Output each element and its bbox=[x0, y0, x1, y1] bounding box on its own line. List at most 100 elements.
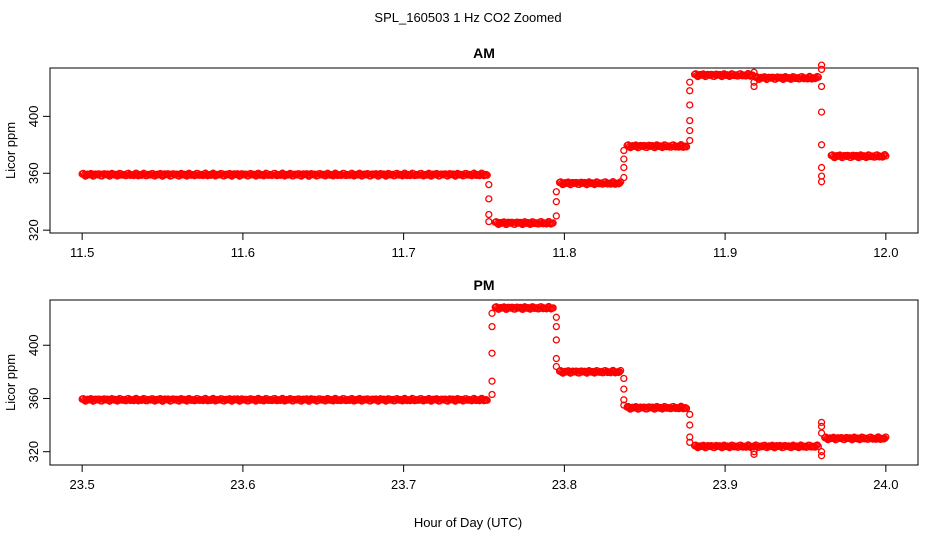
transition-point bbox=[686, 78, 694, 86]
transition-point bbox=[817, 108, 826, 116]
transition-point bbox=[817, 163, 826, 172]
x-tick-label: 11.6 bbox=[231, 245, 255, 260]
transition-point bbox=[620, 401, 628, 409]
transition-point bbox=[620, 374, 628, 383]
transition-point bbox=[686, 136, 694, 145]
x-tick-label: 11.8 bbox=[552, 245, 576, 260]
transition-point bbox=[817, 422, 826, 431]
transition-point bbox=[686, 116, 694, 125]
transition-point bbox=[552, 212, 560, 220]
transition-point bbox=[552, 313, 560, 321]
data-point bbox=[881, 434, 889, 443]
transition-point bbox=[817, 82, 826, 91]
transition-point bbox=[750, 450, 758, 459]
figure-title: SPL_160503 1 Hz CO2 Zoomed bbox=[374, 10, 561, 25]
data-point bbox=[811, 443, 819, 451]
transition-point bbox=[750, 78, 758, 86]
x-tick-label: 11.9 bbox=[713, 245, 737, 260]
transition-point bbox=[817, 141, 826, 149]
transition-point bbox=[488, 377, 496, 385]
x-tick-label: 24.0 bbox=[873, 477, 898, 492]
transition-point bbox=[620, 173, 628, 182]
transition-point bbox=[620, 385, 628, 393]
transition-point bbox=[817, 429, 826, 437]
data-point bbox=[882, 152, 890, 160]
panel-title: AM bbox=[473, 45, 495, 61]
y-tick-label: 320 bbox=[26, 441, 41, 463]
transition-point bbox=[817, 61, 826, 69]
data-point bbox=[814, 442, 822, 451]
transition-point bbox=[686, 433, 694, 441]
x-tick-label: 23.7 bbox=[391, 477, 416, 492]
panel-am: AM Licor ppm 11.5 11.6 11.7 11.8 11.9 12.0 320 36… bbox=[3, 45, 919, 260]
transition-point bbox=[485, 195, 493, 203]
transition-point bbox=[552, 354, 560, 363]
transition-point bbox=[552, 362, 560, 371]
data-point bbox=[881, 150, 889, 159]
x-tick-label: 11.7 bbox=[391, 245, 415, 260]
figure-x-axis-label: Hour of Day (UTC) bbox=[414, 515, 522, 530]
plot-frame bbox=[49, 299, 919, 466]
transition-point bbox=[620, 163, 628, 172]
transition-point bbox=[485, 180, 493, 189]
transition-point bbox=[686, 126, 694, 135]
transition-point bbox=[620, 146, 628, 155]
transition-point bbox=[817, 178, 826, 186]
transition-point bbox=[817, 448, 826, 456]
transition-point bbox=[488, 349, 496, 357]
x-tick-label: 23.5 bbox=[69, 477, 94, 492]
data-points bbox=[78, 302, 890, 460]
data-point bbox=[615, 368, 624, 376]
transition-point bbox=[817, 65, 826, 74]
transition-point bbox=[750, 68, 758, 76]
transition-point bbox=[552, 198, 560, 206]
data-point bbox=[616, 366, 625, 375]
data-point bbox=[615, 179, 624, 187]
panel-pm: PM Licor ppm 23.5 23.6 23.7 23.8 23.9 24.0 320 36… bbox=[3, 277, 919, 492]
transition-point bbox=[750, 448, 758, 456]
y-tick-label: 400 bbox=[26, 334, 41, 356]
transition-point bbox=[686, 87, 694, 95]
data-point bbox=[882, 433, 890, 441]
transition-point bbox=[485, 210, 493, 219]
transition-point bbox=[686, 438, 694, 447]
transition-point bbox=[817, 418, 826, 427]
transition-point bbox=[488, 322, 496, 331]
data-point bbox=[682, 143, 691, 151]
data-point bbox=[549, 219, 557, 227]
data-point bbox=[483, 171, 491, 179]
y-axis-label: Licor ppm bbox=[3, 122, 18, 179]
transition-point bbox=[620, 396, 628, 404]
transition-point bbox=[750, 82, 758, 91]
transition-point bbox=[686, 410, 694, 419]
y-tick-label: 360 bbox=[26, 388, 41, 410]
x-tick-label: 12.0 bbox=[873, 245, 898, 260]
panel-title: PM bbox=[474, 277, 495, 293]
y-axis-label: Licor ppm bbox=[3, 354, 18, 411]
transition-point bbox=[488, 309, 496, 317]
data-point bbox=[682, 404, 691, 413]
x-tick-label: 23.9 bbox=[712, 477, 737, 492]
x-tick-label: 23.8 bbox=[552, 477, 577, 492]
transition-point bbox=[686, 421, 694, 429]
data-points bbox=[78, 61, 890, 229]
transition-point bbox=[552, 188, 560, 196]
y-tick-label: 360 bbox=[26, 162, 41, 184]
transition-point bbox=[552, 322, 560, 331]
transition-point bbox=[686, 101, 694, 109]
y-tick-label: 400 bbox=[26, 106, 41, 128]
y-tick-label: 320 bbox=[26, 219, 41, 241]
x-tick-label: 11.5 bbox=[70, 245, 94, 260]
data-point bbox=[483, 396, 491, 404]
transition-point bbox=[488, 390, 496, 399]
transition-point bbox=[817, 452, 826, 460]
data-point bbox=[549, 304, 557, 312]
plot-frame bbox=[49, 67, 919, 234]
data-point bbox=[814, 73, 822, 81]
transition-point bbox=[552, 336, 560, 344]
x-tick-label: 23.6 bbox=[230, 477, 255, 492]
data-point bbox=[813, 441, 821, 449]
transition-point bbox=[620, 155, 628, 163]
